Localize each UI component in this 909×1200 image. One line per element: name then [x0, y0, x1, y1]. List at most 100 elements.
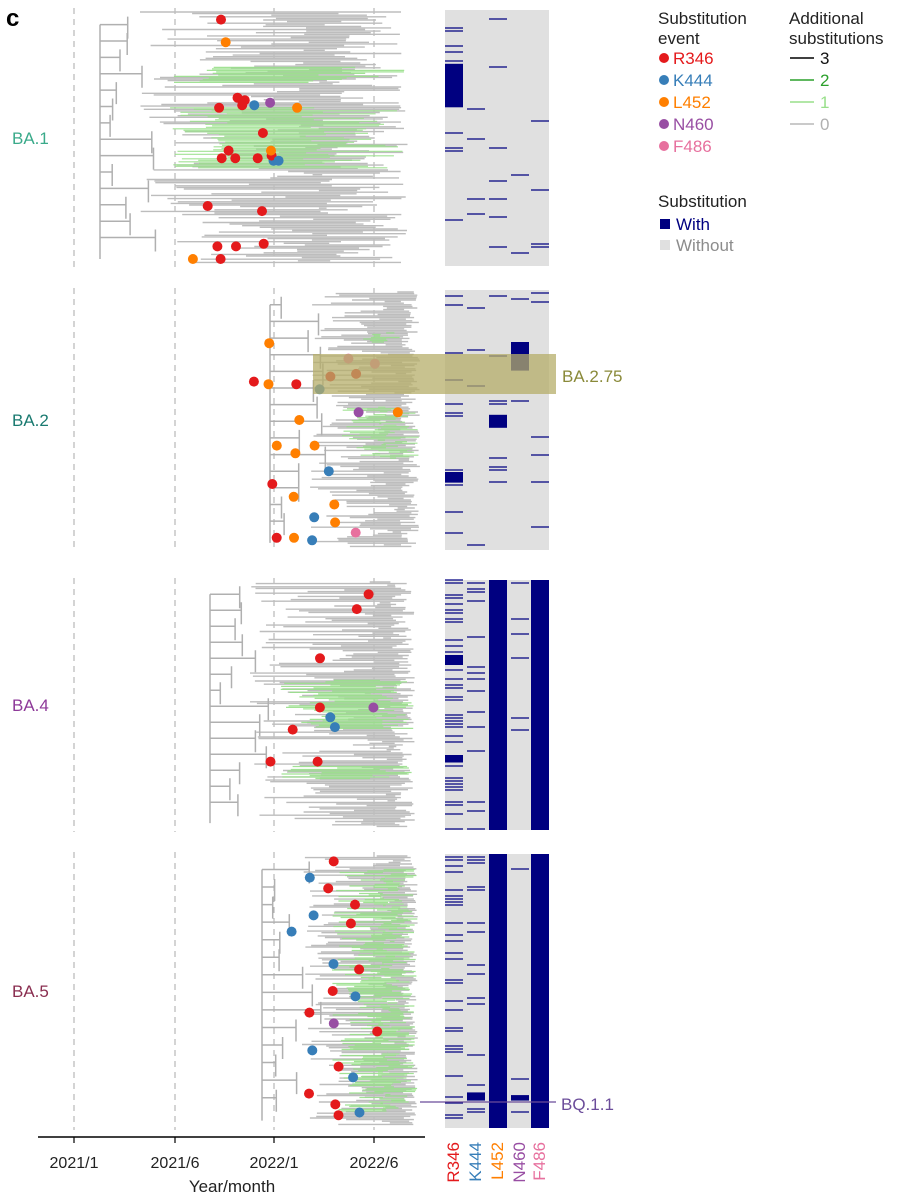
event-dot-k444	[286, 926, 297, 937]
heatmap-ba4	[445, 579, 549, 830]
legend-dot	[659, 75, 669, 85]
heatmap-with-lines	[445, 856, 463, 1119]
event-dot-r346	[323, 883, 334, 894]
event-dot-l452	[187, 254, 198, 264]
event-dot-l452	[392, 407, 403, 418]
event-dot-r346	[304, 1088, 314, 1099]
heatmap-with-block	[445, 755, 463, 763]
event-dot-l452	[271, 440, 282, 451]
legend-additional-label: 2	[820, 71, 829, 90]
event-dot-l452	[266, 145, 276, 156]
event-dot-r346	[212, 241, 223, 252]
heatmap-with-lines	[467, 856, 485, 1113]
heatmap-with-lines	[511, 174, 529, 254]
x-tick-label: 2022/1	[250, 1155, 299, 1172]
event-dot-r346	[265, 756, 276, 767]
event-dot-r346	[214, 102, 225, 113]
x-tick-label: 2022/6	[350, 1155, 399, 1172]
event-dot-r346	[333, 1061, 344, 1072]
event-dot-k444	[325, 712, 336, 723]
event-dot-l452	[263, 379, 274, 390]
lineage-panels: BA.1 BA.2 BA.4 BA.5	[12, 11, 420, 1126]
tree-backbone	[209, 586, 270, 824]
event-dot-r346	[363, 589, 374, 600]
legend-event-title: event	[658, 29, 700, 48]
tree-tips-additional-1	[341, 332, 419, 459]
event-dot-l452	[264, 338, 275, 349]
event-dot-r346	[372, 1026, 383, 1037]
annotation-bq11: BQ.1.1	[561, 1095, 614, 1114]
event-dot-r346	[312, 756, 323, 767]
heatmap-with-lines	[467, 582, 485, 830]
event-dot-l452	[220, 37, 231, 48]
event-dot-r346	[248, 376, 259, 387]
heatmap-column-labels: R346 K444 L452 N460 F486	[444, 1142, 549, 1183]
event-dot-r346	[351, 604, 362, 615]
event-dot-k444	[354, 1107, 365, 1118]
lineage-label: BA.2	[12, 411, 49, 430]
legend-event-label: R346	[673, 49, 714, 68]
event-dot-k444	[249, 100, 260, 111]
heatmap-with-block	[445, 655, 463, 665]
tree-panel-ba1: BA.1	[12, 11, 408, 264]
heatmap-with-block	[489, 854, 507, 1128]
heatmap-with-lines	[445, 579, 463, 830]
event-dot-f486	[350, 527, 361, 538]
heatmap-with-block	[489, 580, 507, 830]
legend-additional-label: 1	[820, 93, 829, 112]
legend-status-title: Substitution	[658, 192, 747, 211]
event-dot-k444	[308, 910, 319, 921]
event-dot-k444	[309, 512, 320, 523]
lineage-label: BA.1	[12, 129, 49, 148]
event-dot-r346	[314, 702, 325, 713]
tree-backbone	[99, 16, 157, 259]
legend-additional-title: substitutions	[789, 29, 884, 48]
heatmap-with-lines	[531, 120, 549, 248]
event-dot-l452	[289, 532, 299, 543]
legend-event-label: F486	[673, 137, 712, 156]
event-dot-l452	[309, 440, 320, 451]
tree-tips-additional-1	[280, 679, 414, 780]
tree-panel-ba5: BA.5	[12, 855, 418, 1126]
event-dot-r346	[230, 153, 241, 164]
event-dot-k444	[328, 959, 339, 969]
event-dot-r346	[215, 254, 226, 264]
event-dot-r346	[202, 201, 213, 211]
heatmap-ba5	[445, 854, 549, 1128]
event-dot-l452	[329, 499, 340, 510]
event-dot-r346	[239, 95, 250, 106]
event-dot-l452	[288, 491, 299, 502]
event-dot-r346	[304, 1007, 315, 1018]
heatmap-with-lines	[489, 18, 507, 248]
legend-event-title: Substitution	[658, 9, 747, 28]
event-dot-r346	[223, 145, 234, 156]
x-tick-label: 2021/6	[151, 1155, 200, 1172]
heatmap-with-block	[445, 472, 463, 483]
heatmap-column-label: N460	[510, 1142, 529, 1183]
x-tick-label: 2021/1	[50, 1155, 99, 1172]
event-dot-r346	[267, 479, 278, 489]
heatmap-background	[445, 10, 549, 266]
annotation-ba275: BA.2.75	[562, 367, 623, 386]
event-dot-k444	[329, 722, 340, 733]
event-dot-k444	[323, 466, 334, 477]
x-axis-label: Year/month	[189, 1177, 275, 1196]
heatmap-column-label: F486	[530, 1142, 549, 1181]
event-dot-l452	[292, 102, 303, 113]
event-dot-n460	[328, 1018, 339, 1029]
heatmap-column-label: K444	[466, 1142, 485, 1182]
event-dot-r346	[330, 1099, 341, 1110]
event-dot-r346	[271, 532, 282, 543]
heatmap-ba1	[445, 10, 549, 266]
legend-status-label: Without	[676, 236, 734, 255]
event-dot-r346	[350, 899, 360, 910]
event-dot-l452	[294, 415, 305, 425]
event-dot-r346	[231, 241, 241, 252]
event-dot-k444	[307, 535, 318, 546]
event-dot-r346	[216, 14, 226, 25]
legend-additional-label: 3	[820, 49, 829, 68]
event-dot-r346	[291, 379, 302, 390]
event-dot-r346	[327, 986, 338, 996]
event-dot-k444	[348, 1072, 359, 1083]
event-dot-n460	[265, 97, 276, 108]
